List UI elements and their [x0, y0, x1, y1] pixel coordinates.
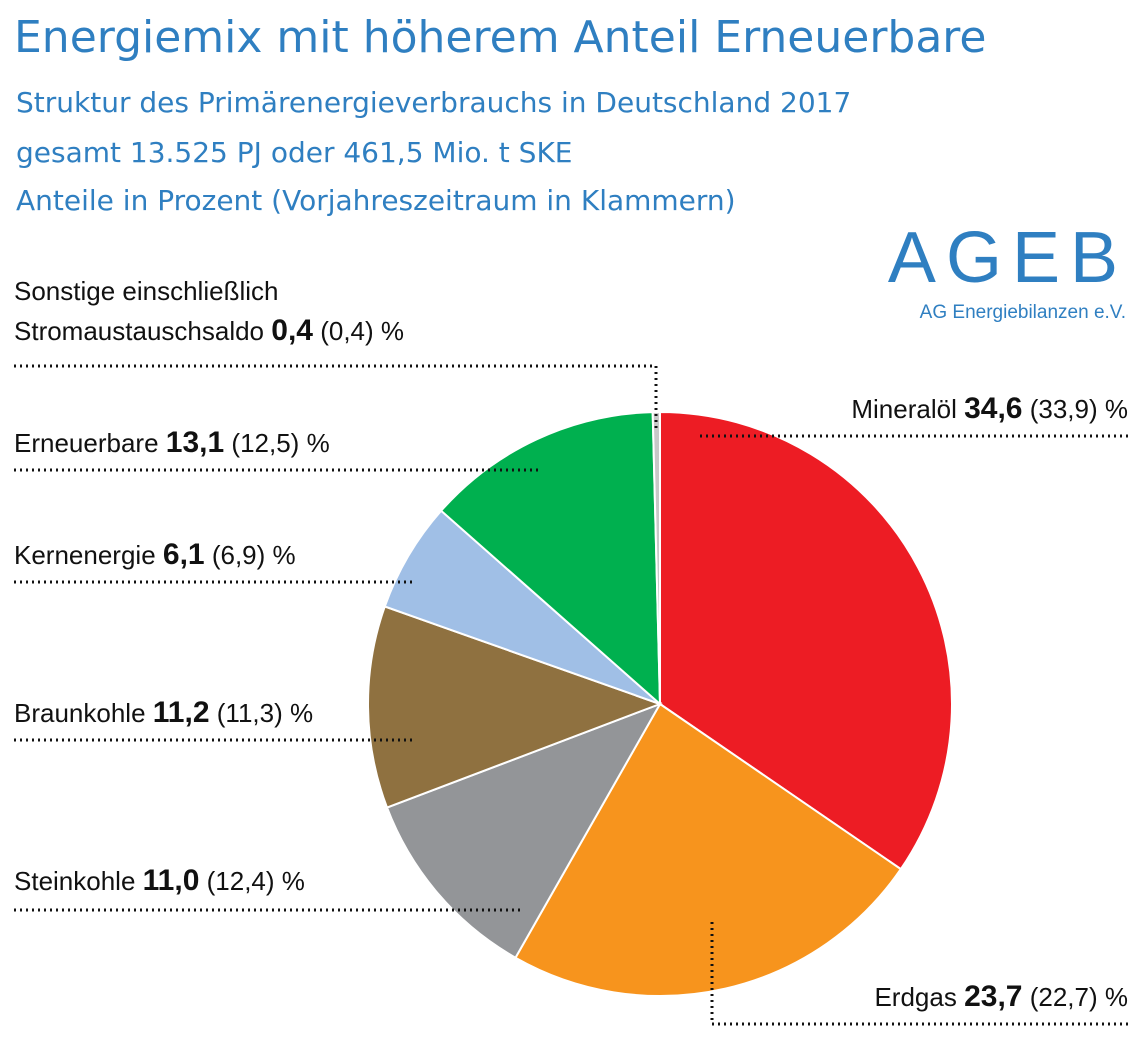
pie-slice-braunkohle: [367, 605, 663, 809]
prev-steinkohle: (12,4): [206, 866, 275, 896]
leader-sonstige: [14, 364, 658, 430]
chart-title: Energiemix mit höherem Anteil Erneuerbar…: [14, 12, 987, 63]
ageb-logo-subtitle: AG Energiebilanzen e.V.: [919, 302, 1126, 323]
value-erneuerbare: 13,1: [165, 426, 225, 459]
label-erdgas: Erdgas 23,7 (22,7) %: [874, 980, 1128, 1013]
label-erneuerbare: Erneuerbare 13,1 (12,5) %: [14, 426, 330, 459]
label-braunkohle: Braunkohle 11,2 (11,3) %: [14, 696, 314, 729]
prev-kernenergie: (6,9): [211, 540, 266, 570]
label-mineraloel: Mineralöl 34,6 (33,9) %: [851, 392, 1128, 425]
prev-mineraloel: (33,9): [1029, 394, 1098, 424]
value-steinkohle: 11,0: [142, 864, 200, 897]
prev-erneuerbare: (12,5): [231, 428, 300, 458]
label-kernenergie: Kernenergie 6,1 (6,9) %: [14, 538, 296, 571]
value-mineraloel: 34,6: [964, 392, 1023, 425]
pie-slice-mineraloel: [659, 410, 953, 871]
label-sonstige: Stromaustauschsaldo 0,4 (0,4) %: [14, 314, 405, 347]
value-kernenergie: 6,1: [162, 538, 205, 571]
chart-subtitle: Struktur des Primärenergieverbrauchs in …: [16, 86, 852, 119]
ageb-logo: AGEB: [887, 218, 1128, 298]
label-steinkohle: Steinkohle 11,0 (12,4) %: [14, 864, 305, 897]
pie-slice-erneuerbare: [439, 411, 662, 707]
chart-total: gesamt 13.525 PJ oder 461,5 Mio. t SKE: [16, 136, 573, 169]
leader-erdgas: [710, 922, 1130, 1026]
pie-slice-steinkohle: [385, 702, 663, 960]
prev-erdgas: (22,7): [1029, 982, 1098, 1012]
pie-slice-erdgas: [514, 702, 903, 997]
prev-sonstige: (0,4): [320, 316, 374, 346]
label-sonstige-line1: Sonstige einschließlich: [14, 276, 279, 306]
value-sonstige: 0,4: [271, 314, 313, 347]
chart-units-note: Anteile in Prozent (Vorjahreszeitraum in…: [16, 184, 736, 217]
pie-slice-sonstige: [651, 410, 661, 705]
value-braunkohle: 11,2: [152, 696, 210, 729]
prev-braunkohle: (11,3): [216, 698, 283, 728]
value-erdgas: 23,7: [964, 980, 1023, 1013]
